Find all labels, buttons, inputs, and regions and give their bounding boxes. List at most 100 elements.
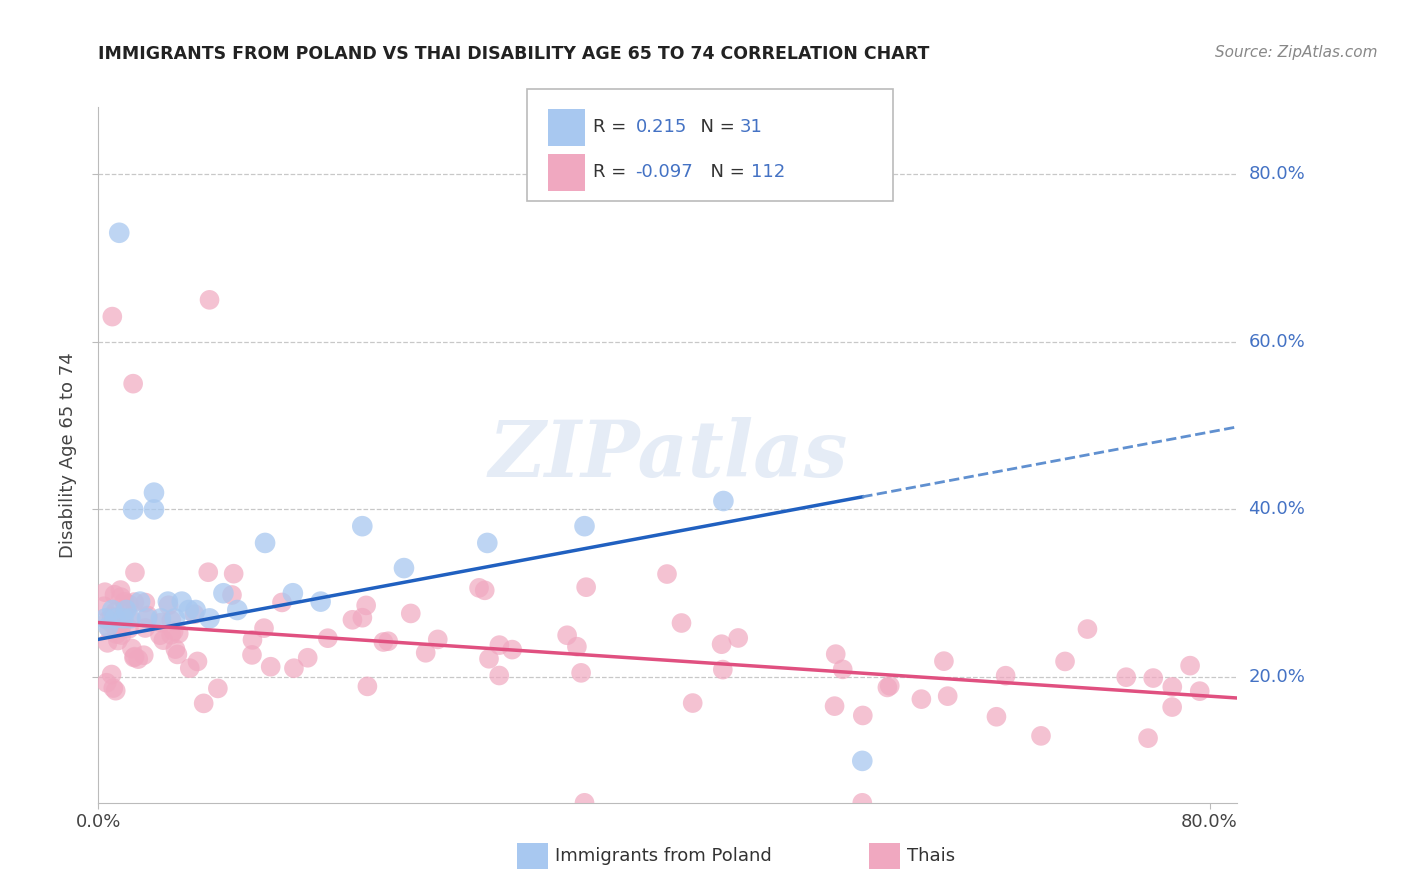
- Point: [474, 583, 496, 598]
- Point: [96, 636, 118, 650]
- Point: [94, 585, 117, 599]
- Point: [110, 620, 132, 634]
- Point: [1115, 670, 1137, 684]
- Point: [197, 565, 219, 579]
- Point: [110, 614, 132, 628]
- Point: [226, 603, 249, 617]
- Point: [103, 588, 125, 602]
- Point: [170, 594, 193, 608]
- Point: [281, 586, 304, 600]
- Point: [108, 226, 131, 240]
- Point: [671, 615, 693, 630]
- Point: [112, 611, 135, 625]
- Point: [143, 502, 166, 516]
- Point: [120, 611, 142, 625]
- Point: [134, 596, 156, 610]
- Point: [179, 661, 201, 675]
- Text: Thais: Thais: [907, 847, 955, 865]
- Point: [574, 519, 596, 533]
- Text: Source: ZipAtlas.com: Source: ZipAtlas.com: [1215, 45, 1378, 60]
- Point: [101, 603, 124, 617]
- Point: [160, 614, 183, 628]
- Point: [149, 611, 172, 625]
- Point: [1137, 731, 1160, 746]
- Point: [824, 699, 846, 714]
- Point: [122, 595, 145, 609]
- Text: -0.097: -0.097: [636, 163, 693, 181]
- Point: [198, 611, 221, 625]
- Point: [150, 615, 173, 630]
- Point: [107, 633, 129, 648]
- Point: [93, 599, 115, 614]
- Point: [352, 519, 374, 533]
- Point: [115, 603, 138, 617]
- Text: IMMIGRANTS FROM POLAND VS THAI DISABILITY AGE 65 TO 74 CORRELATION CHART: IMMIGRANTS FROM POLAND VS THAI DISABILIT…: [98, 45, 929, 62]
- Point: [143, 485, 166, 500]
- Point: [124, 649, 146, 664]
- Point: [166, 648, 188, 662]
- Point: [105, 627, 128, 641]
- Text: 40.0%: 40.0%: [1249, 500, 1305, 518]
- Point: [1029, 729, 1052, 743]
- Text: R =: R =: [593, 119, 633, 136]
- Point: [851, 796, 873, 810]
- Point: [377, 634, 399, 648]
- Point: [565, 640, 588, 654]
- Point: [879, 679, 901, 693]
- Point: [711, 663, 734, 677]
- Point: [94, 611, 117, 625]
- Point: [118, 598, 141, 612]
- Point: [478, 652, 501, 666]
- Point: [212, 586, 235, 600]
- Text: R =: R =: [593, 163, 633, 181]
- Point: [114, 595, 136, 609]
- Point: [1188, 684, 1211, 698]
- Point: [183, 607, 205, 621]
- Point: [167, 626, 190, 640]
- Point: [96, 675, 118, 690]
- Point: [242, 632, 264, 647]
- Text: 60.0%: 60.0%: [1249, 333, 1305, 351]
- Point: [221, 588, 243, 602]
- Point: [118, 611, 141, 625]
- Point: [152, 633, 174, 648]
- Point: [132, 648, 155, 663]
- Point: [468, 581, 491, 595]
- Point: [910, 692, 932, 706]
- Point: [399, 607, 422, 621]
- Point: [682, 696, 704, 710]
- Point: [824, 647, 846, 661]
- Point: [98, 622, 121, 636]
- Text: 112: 112: [751, 163, 785, 181]
- Text: 0.215: 0.215: [636, 119, 688, 136]
- Point: [426, 632, 449, 647]
- Point: [149, 628, 172, 642]
- Point: [136, 611, 159, 625]
- Point: [710, 637, 733, 651]
- Point: [177, 603, 200, 617]
- Point: [110, 628, 132, 642]
- Point: [415, 646, 437, 660]
- Point: [1161, 700, 1184, 714]
- Point: [129, 594, 152, 608]
- Point: [104, 683, 127, 698]
- Point: [101, 616, 124, 631]
- Point: [122, 376, 145, 391]
- Point: [876, 681, 898, 695]
- Point: [104, 611, 127, 625]
- Point: [852, 708, 875, 723]
- Point: [297, 650, 319, 665]
- Point: [477, 536, 499, 550]
- Point: [100, 609, 122, 624]
- Point: [316, 631, 339, 645]
- Point: [165, 642, 187, 657]
- Point: [121, 641, 143, 656]
- Point: [104, 605, 127, 619]
- Point: [354, 599, 377, 613]
- Point: [501, 642, 523, 657]
- Point: [392, 561, 415, 575]
- Point: [127, 652, 149, 666]
- Point: [103, 681, 125, 695]
- Point: [713, 494, 735, 508]
- Point: [254, 536, 277, 550]
